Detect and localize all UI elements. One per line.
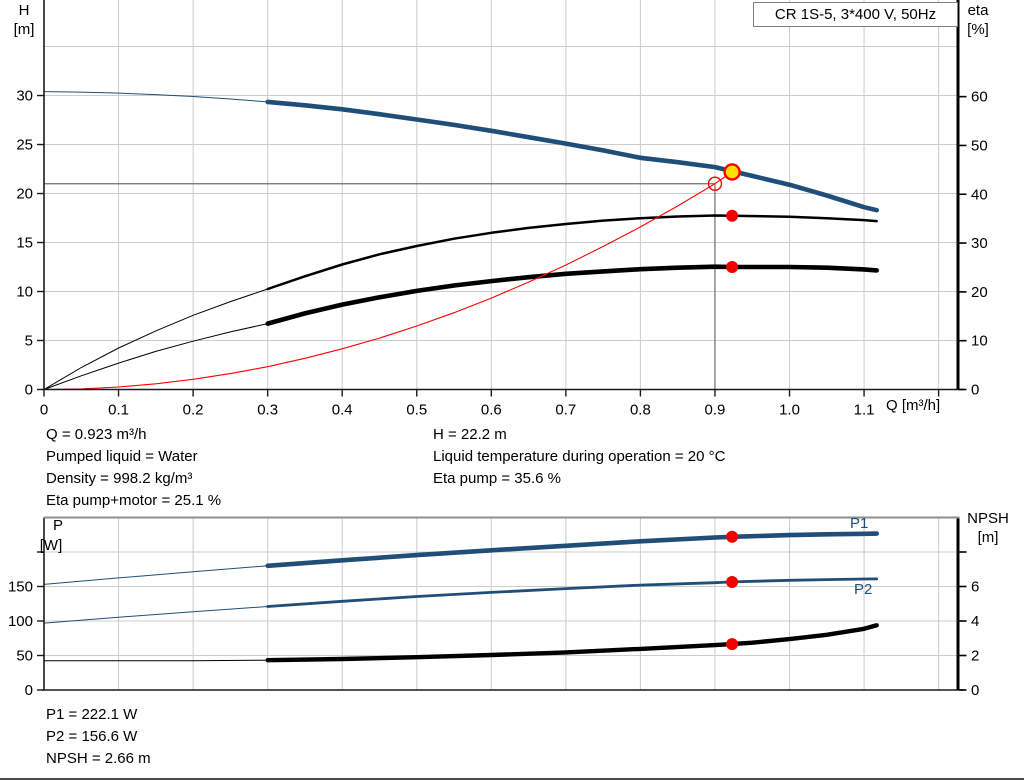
- marker-operating-point: [723, 163, 741, 181]
- result-text-right-column: H = 22.2 m Liquid temperature during ope…: [433, 424, 725, 490]
- tick-label: 20: [971, 284, 988, 301]
- eta-pump-text: Eta pump = 35.6 %: [433, 470, 561, 487]
- tick-label: 0.6: [481, 402, 502, 419]
- tick-label: 0: [971, 682, 979, 699]
- tick-label: 0: [971, 382, 979, 399]
- tick-label: 0.4: [332, 402, 353, 419]
- curve-p2: [266, 577, 879, 608]
- npsh-axis-name: NPSH: [967, 510, 1009, 527]
- tick-label: 4: [971, 613, 979, 630]
- p-axis-name: P: [52, 517, 63, 534]
- tick-label: 10: [16, 284, 33, 301]
- npsh-value-text: NPSH = 2.66 m: [46, 750, 151, 767]
- marker-eta-pump-point: [726, 209, 739, 222]
- tick-label: 50: [971, 137, 988, 154]
- h-value-text: H = 22.2 m: [433, 426, 507, 443]
- marker-eta-pump-motor-point: [726, 260, 739, 273]
- q-value-text: Q = 0.923 m³/h: [46, 426, 147, 443]
- p-axis-unit: [W]: [39, 537, 63, 554]
- density-text: Density = 998.2 kg/m³: [46, 470, 193, 487]
- pumped-liquid-text: Pumped liquid = Water: [46, 448, 198, 465]
- liquid-temperature-text: Liquid temperature during operation = 20…: [433, 448, 726, 465]
- tick-label: 60: [971, 89, 988, 106]
- tick-label: 5: [25, 333, 33, 350]
- result-text-bottom-block: P1 = 222.1 W P2 = 156.6 W NPSH = 2.66 m: [46, 704, 151, 770]
- curve-eta-pump: [266, 214, 878, 291]
- curve-p1-thin: [43, 565, 268, 585]
- curve-eta-pump-thin: [43, 288, 268, 390]
- tick-label: 0.7: [555, 402, 576, 419]
- tick-label: 40: [971, 186, 988, 203]
- tick-label: 0.1: [108, 402, 129, 419]
- eta-axis-unit: [%]: [967, 21, 989, 38]
- tick-label: 0.9: [705, 402, 726, 419]
- tick-label: 30: [971, 235, 988, 252]
- tick-label: 0.2: [183, 402, 204, 419]
- tick-label: 0: [25, 682, 33, 699]
- curve-p1: [265, 531, 880, 569]
- h-axis-name: H: [18, 2, 30, 19]
- tick-label: 30: [16, 88, 33, 105]
- tick-label: 0.8: [630, 402, 651, 419]
- curve-system-curve: [43, 171, 733, 391]
- curve-qh: [265, 99, 880, 213]
- tick-label: 0.3: [257, 402, 278, 419]
- result-text-left-column: Q = 0.923 m³/h Pumped liquid = Water Den…: [46, 424, 221, 512]
- curve-npsh-thin: [44, 659, 268, 662]
- curve-eta-pump-motor-thin: [43, 323, 268, 390]
- tick-label: 6: [971, 579, 979, 596]
- curve-eta-pump-motor: [265, 264, 880, 326]
- tick-label: 1.0: [779, 402, 800, 419]
- eta-pump-motor-text: Eta pump+motor = 25.1 %: [46, 492, 222, 509]
- tick-label: 20: [16, 186, 33, 203]
- tick-label: 0.5: [406, 402, 427, 419]
- tick-label: 1.1: [854, 402, 875, 419]
- p1-curve-label: P1: [850, 515, 869, 532]
- p1-value-text: P1 = 222.1 W: [46, 706, 138, 723]
- tick-label: 150: [8, 579, 33, 596]
- power-npsh-chart: 0 50 100 150 0 2 4 6: [8, 516, 979, 699]
- h-axis-unit: [m]: [13, 21, 35, 38]
- p2-value-text: P2 = 156.6 W: [46, 728, 138, 745]
- npsh-axis-unit: [m]: [977, 529, 999, 546]
- page-bottom-divider: [0, 778, 1024, 780]
- marker-npsh-point: [726, 638, 739, 651]
- curve-qh-thin: [43, 91, 268, 103]
- qh-eta-chart: 0 5 10 15 20 25 30 0 10 20 30 40 50 60 0 0.1 0.2 0.3 0.4 0.…: [16, 0, 988, 419]
- tick-label: 0: [40, 402, 48, 419]
- marker-duty-point: [707, 176, 723, 191]
- q-axis-label: Q [m³/h]: [886, 397, 941, 414]
- tick-label: 100: [8, 613, 33, 630]
- tick-label: 0: [25, 382, 33, 399]
- tick-label: 25: [16, 137, 33, 154]
- marker-p2-point: [726, 575, 739, 588]
- tick-label: 2: [971, 648, 979, 665]
- chart-title-box: CR 1S-5, 3*400 V, 50Hz: [753, 2, 958, 27]
- tick-label: 10: [971, 333, 988, 350]
- tick-label: 50: [16, 648, 33, 665]
- curve-p2-thin: [43, 606, 268, 624]
- p2-curve-label: P2: [854, 581, 873, 598]
- curve-npsh: [265, 623, 879, 663]
- eta-axis-name: eta: [967, 2, 989, 19]
- tick-label: 15: [16, 235, 33, 252]
- marker-p1-point: [726, 530, 739, 543]
